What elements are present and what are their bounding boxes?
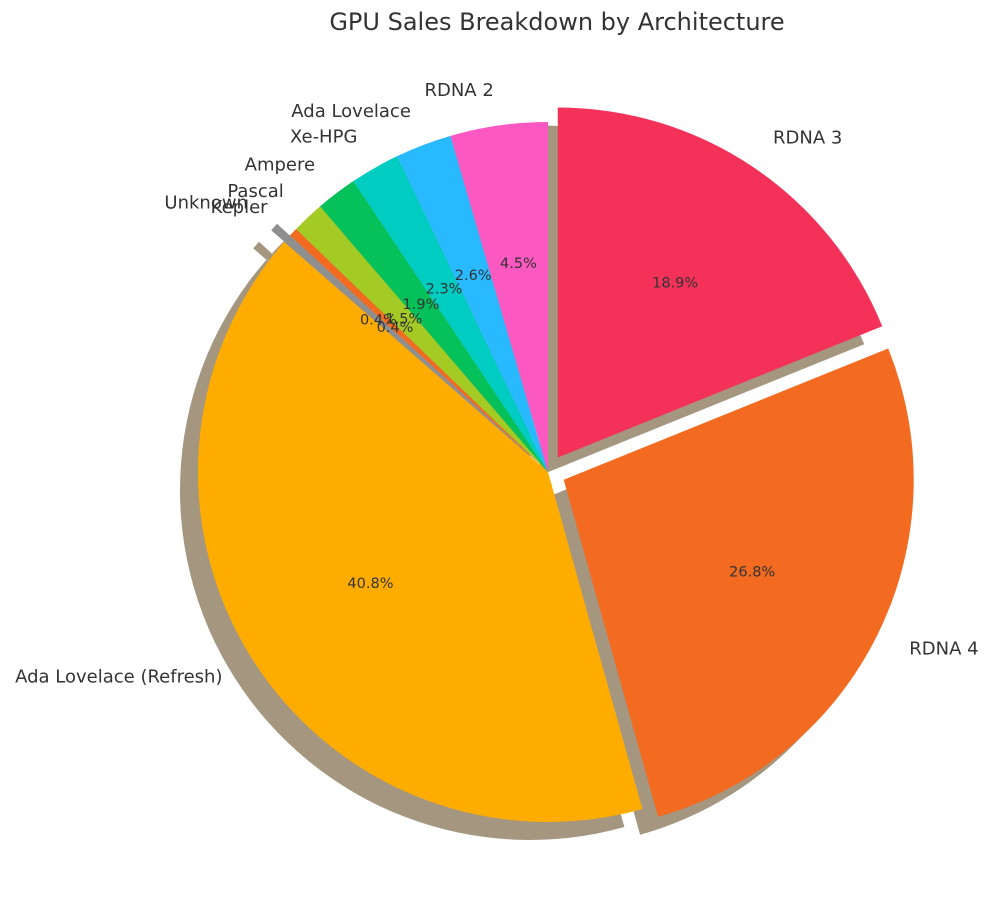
chart-title: GPU Sales Breakdown by Architecture (329, 8, 784, 36)
percent-label-ada-lovelace-refresh: 40.8% (347, 576, 393, 592)
category-label-ada-lovelace: Ada Lovelace (291, 101, 411, 122)
category-label-rdna-2: RDNA 2 (424, 80, 493, 101)
pie-slice-ada-lovelace-refresh (197, 241, 643, 822)
category-label-ampere: Ampere (245, 154, 315, 175)
pie-slice-rdna-4 (563, 348, 914, 817)
slice-layer (197, 107, 914, 822)
percent-label-kepler: 0.4% (377, 320, 414, 336)
pie-slice-rdna-3 (557, 107, 883, 458)
percent-label-pascal: 1.5% (385, 311, 422, 327)
category-label-kepler: Kepler (211, 197, 268, 218)
percent-label-xe-hpg: 2.3% (426, 282, 463, 298)
category-label-rdna-3: RDNA 3 (773, 127, 842, 148)
percent-label-rdna-2: 4.5% (500, 256, 537, 272)
pie-slice-kepler (290, 229, 548, 472)
pie-slice-pascal (296, 206, 548, 473)
percent-label-rdna-3: 18.9% (652, 275, 698, 291)
pie-slice-xe-hpg (353, 156, 548, 472)
percent-label-rdna-4: 26.8% (729, 564, 775, 580)
pie-slice-unknown (271, 223, 535, 461)
percent-label-unknown: 0.4% (360, 312, 397, 328)
category-label-rdna-4: RDNA 4 (909, 638, 978, 659)
category-label-ada-lovelace-refresh: Ada Lovelace (Refresh) (15, 667, 222, 688)
percent-label-ampere: 1.9% (403, 297, 440, 313)
category-label-pascal: Pascal (227, 181, 283, 202)
category-label-unknown: Unknown (164, 193, 248, 214)
pie-slice-rdna-2 (450, 122, 548, 472)
percent-label-layer: 18.9% 26.8% 40.8% 0.4%0.4%1.5%1.9%2.3%2.6% 4… (347, 256, 775, 592)
category-label-xe-hpg: Xe-HPG (290, 126, 357, 147)
pie-slice-ampere (320, 181, 548, 472)
category-label-layer: RDNA 3 RDNA 4 Ada Lovelace (Refresh) Unknow… (15, 80, 978, 688)
pie-slice-ada-lovelace (397, 135, 548, 473)
percent-label-ada-lovelace: 2.6% (455, 268, 492, 284)
